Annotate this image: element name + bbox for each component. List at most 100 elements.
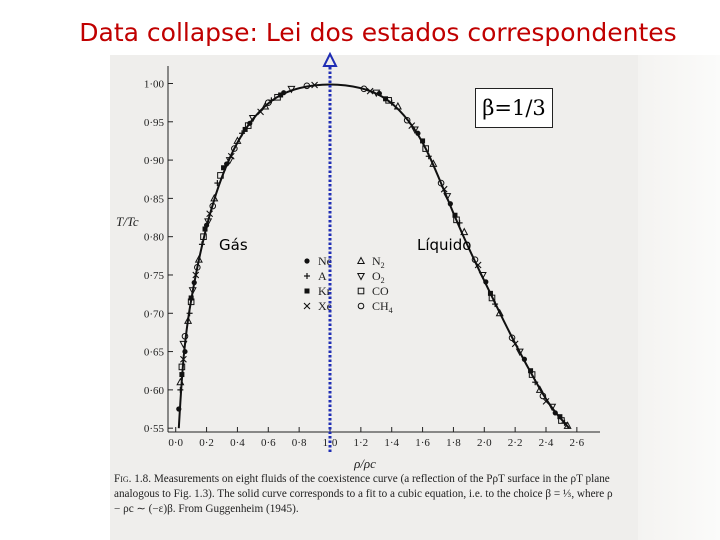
data-point-co	[488, 294, 496, 302]
data-point-a	[214, 180, 221, 187]
y-tick-label: 0·55	[144, 423, 165, 435]
data-point-kr	[202, 226, 208, 232]
legend-marker-a	[304, 273, 310, 279]
data-point-xe	[180, 355, 187, 363]
data-point-co	[558, 417, 565, 424]
x-axis-label: ρ/ρc	[353, 456, 376, 471]
data-point-ch4	[209, 202, 217, 210]
y-tick-label: 0·70	[144, 308, 165, 320]
x-tick-label: 2·2	[508, 437, 523, 449]
data-point-o2	[548, 403, 557, 412]
beta-label: β=1/3	[475, 88, 553, 128]
data-point-xe	[440, 185, 448, 193]
data-point-o2	[248, 114, 257, 123]
data-point-ch4	[303, 82, 311, 90]
data-point-o2	[443, 193, 452, 201]
critical-line-arrowhead	[322, 51, 338, 67]
legend-marker-ch4	[357, 302, 365, 310]
legend-label-ch4: CH4	[372, 299, 393, 315]
data-point-o2	[204, 218, 213, 226]
y-tick-label: 0·85	[144, 193, 165, 205]
x-tick-label: 1·2	[354, 437, 369, 449]
data-point-xe	[542, 397, 550, 405]
critical-line-layer	[322, 51, 338, 452]
data-point-kr	[420, 138, 426, 144]
data-point-kr	[221, 165, 227, 171]
chart-axes: 0·00·20·40·60·81·01·21·41·61·82·02·22·42…	[116, 66, 600, 471]
data-point-ne	[552, 410, 558, 416]
data-point-kr	[188, 295, 194, 301]
data-point-ch4	[264, 99, 272, 106]
data-point-kr	[242, 126, 248, 132]
data-point-kr	[487, 290, 493, 296]
data-point-o2	[225, 157, 234, 165]
data-point-kr	[179, 372, 185, 378]
data-point-o2	[188, 287, 197, 295]
x-tick-label: 0·2	[199, 437, 214, 449]
data-point-n2	[535, 385, 544, 393]
data-point-ch4	[194, 264, 201, 271]
data-point-kr	[528, 368, 534, 374]
data-point-co	[178, 363, 186, 371]
y-tick-label: 0·65	[144, 347, 165, 359]
x-tick-label: 1·4	[384, 437, 399, 449]
data-point-xe	[511, 340, 519, 348]
data-point-ch4	[539, 392, 547, 400]
data-point-ne	[176, 406, 182, 412]
data-point-xe	[257, 108, 264, 116]
data-point-ch4	[508, 334, 516, 342]
data-point-a	[492, 301, 499, 308]
data-point-n2	[495, 308, 504, 317]
data-point-o2	[372, 89, 381, 98]
liquid-phase-label: Líquido	[417, 236, 472, 254]
legend-label-a: A	[318, 269, 327, 283]
data-points-layer	[176, 81, 572, 429]
data-point-ch4	[471, 256, 479, 263]
x-tick-label: 2·0	[477, 437, 492, 449]
data-point-n2	[429, 159, 438, 167]
data-point-co	[200, 233, 207, 240]
data-point-a	[198, 241, 205, 248]
x-tick-label: 0·4	[230, 437, 245, 449]
data-point-xe	[408, 122, 416, 130]
y-tick-label: 0·90	[144, 155, 165, 167]
data-point-ch4	[231, 145, 238, 152]
data-point-co	[187, 298, 195, 306]
legend-marker-xe	[303, 302, 311, 310]
data-point-ne	[224, 161, 230, 167]
x-tick-label: 1·6	[415, 437, 430, 449]
data-point-co	[217, 172, 224, 179]
data-point-xe	[227, 152, 235, 160]
data-point-n2	[176, 377, 185, 386]
data-point-ne	[247, 120, 253, 126]
data-point-kr	[452, 212, 458, 218]
slide-title: Data collapse: Lei dos estados correspon…	[79, 18, 677, 47]
scanned-page	[110, 55, 638, 540]
data-point-xe	[206, 210, 214, 218]
legend-label-co: CO	[372, 284, 389, 298]
data-point-o2	[478, 271, 487, 280]
data-point-n2	[233, 136, 242, 144]
data-point-ne	[447, 201, 453, 207]
data-point-ch4	[360, 85, 368, 93]
data-point-ne	[521, 356, 528, 362]
data-point-ch4	[181, 332, 189, 340]
x-tick-label: 0·0	[168, 437, 183, 449]
legend-label-kr: Kr	[318, 284, 331, 298]
data-point-a	[532, 379, 539, 386]
data-point-a	[239, 130, 246, 137]
x-tick-label: 2·4	[539, 437, 554, 449]
data-point-o2	[287, 85, 296, 94]
data-point-n2	[393, 101, 402, 110]
y-tick-label: 0·60	[144, 385, 165, 397]
y-tick-label: 0·75	[144, 270, 165, 282]
data-point-co	[528, 371, 536, 378]
data-point-n2	[210, 193, 219, 202]
data-point-ne	[182, 348, 188, 355]
data-point-xe	[311, 81, 318, 89]
figure-number: Fig. 1.8.	[114, 473, 152, 485]
y-axis-label: T/Tc	[116, 214, 139, 229]
figure-caption: Fig. 1.8. Measurements on eight fluids o…	[114, 472, 614, 517]
data-point-ch4	[403, 116, 411, 124]
